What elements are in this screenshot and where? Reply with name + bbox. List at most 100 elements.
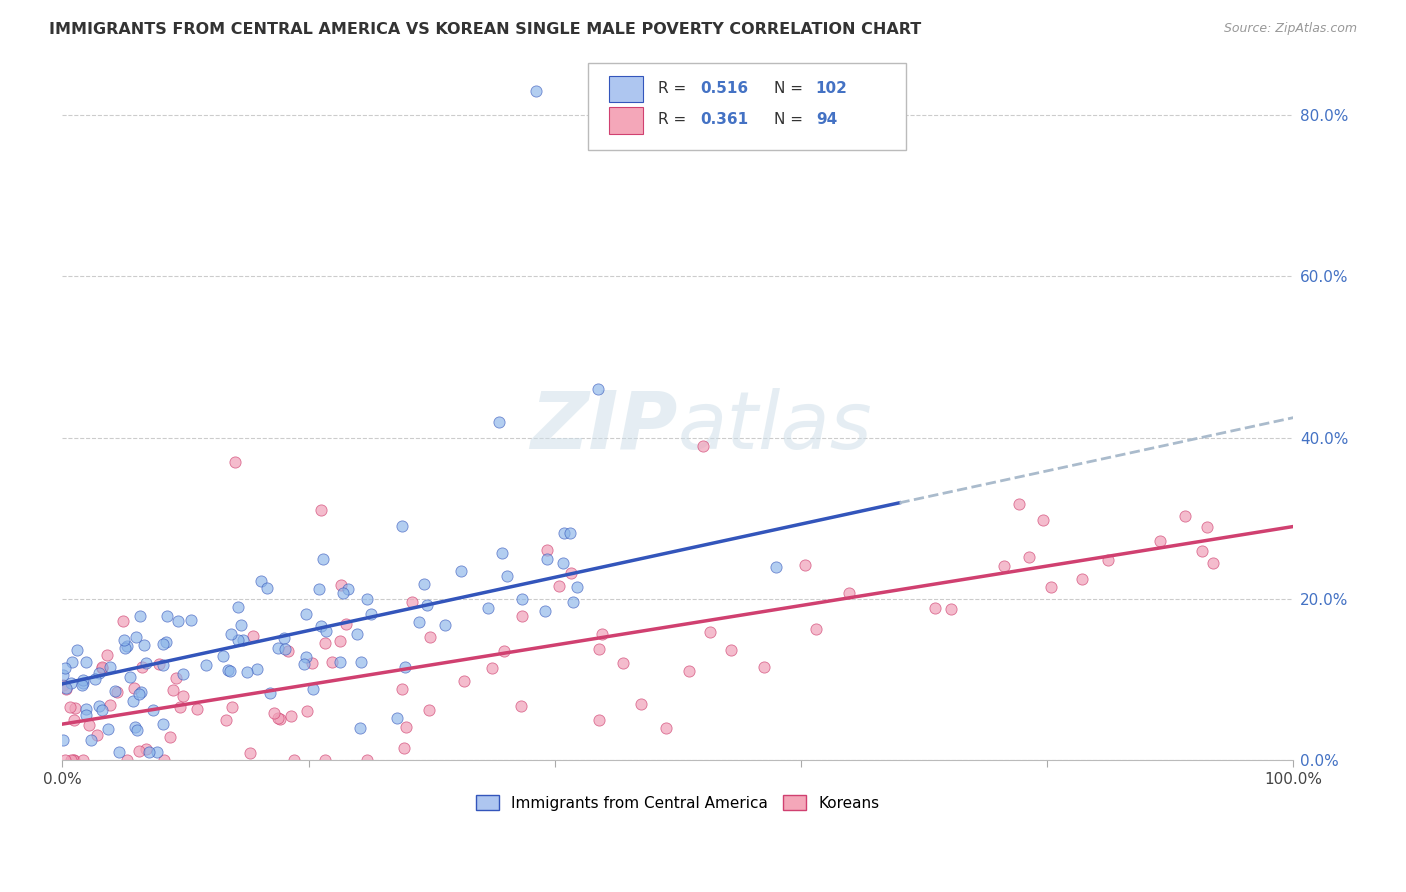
Point [128, 687, 150, 701]
Point [245, 662, 267, 676]
Point [62, 753, 84, 767]
Point [1039, 581, 1062, 595]
Point [510, 592, 533, 607]
Point [401, 595, 423, 609]
Point [98, 660, 121, 674]
Point [156, 608, 179, 623]
Point [242, 629, 264, 643]
Point [135, 742, 157, 756]
Text: 102: 102 [815, 81, 848, 95]
Point [65, 643, 87, 657]
Point [273, 642, 295, 657]
Point [1197, 519, 1219, 533]
Point [481, 661, 503, 675]
Point [186, 702, 208, 716]
Point [52, 677, 75, 691]
Point [553, 526, 575, 541]
Point [939, 602, 962, 616]
Point [162, 682, 184, 697]
Point [1018, 549, 1040, 564]
Point [98, 698, 121, 712]
Point [692, 439, 714, 453]
Point [86, 728, 108, 742]
Point [229, 617, 252, 632]
Point [53, 753, 76, 767]
FancyBboxPatch shape [609, 107, 644, 134]
Point [588, 642, 610, 657]
Point [52, 733, 75, 747]
Point [124, 681, 146, 695]
Point [263, 706, 285, 720]
Point [1174, 508, 1197, 523]
Point [63, 714, 86, 728]
Point [450, 564, 472, 578]
Point [277, 644, 299, 658]
Point [59, 753, 82, 767]
Point [55, 682, 77, 697]
Point [115, 639, 138, 653]
Point [75, 655, 97, 669]
Point [239, 746, 262, 760]
Point [336, 582, 359, 597]
Point [224, 455, 246, 469]
Point [1149, 534, 1171, 549]
Point [395, 720, 418, 734]
Point [90, 660, 112, 674]
Point [394, 659, 416, 673]
Point [217, 663, 239, 677]
Point [510, 698, 533, 713]
Point [269, 712, 291, 726]
Point [488, 415, 510, 429]
Point [70, 678, 93, 692]
Text: 0.516: 0.516 [700, 81, 748, 95]
Point [180, 613, 202, 627]
Point [491, 546, 513, 560]
Point [512, 608, 534, 623]
Point [314, 636, 336, 650]
Point [655, 721, 678, 735]
FancyBboxPatch shape [609, 76, 644, 103]
Point [356, 753, 378, 767]
Point [146, 745, 169, 759]
Point [226, 600, 249, 615]
Point [551, 557, 574, 571]
Point [993, 558, 1015, 573]
Point [309, 503, 332, 517]
Point [558, 526, 581, 541]
Point [434, 617, 457, 632]
Point [169, 700, 191, 714]
Point [309, 619, 332, 633]
Point [219, 626, 242, 640]
Point [72, 673, 94, 687]
Point [297, 704, 319, 718]
Point [752, 659, 775, 673]
Point [155, 635, 177, 649]
Point [1008, 497, 1031, 511]
Point [314, 753, 336, 767]
Point [60, 655, 83, 669]
Point [387, 711, 409, 725]
Point [391, 519, 413, 533]
Point [142, 703, 165, 717]
Point [125, 630, 148, 644]
Point [108, 745, 131, 759]
Point [152, 636, 174, 650]
Point [124, 720, 146, 734]
Point [329, 578, 352, 592]
Point [131, 660, 153, 674]
Text: IMMIGRANTS FROM CENTRAL AMERICA VS KOREAN SINGLE MALE POVERTY CORRELATION CHART: IMMIGRANTS FROM CENTRAL AMERICA VS KOREA… [49, 22, 921, 37]
Point [138, 745, 160, 759]
Point [321, 655, 343, 669]
Point [312, 551, 335, 566]
Point [128, 743, 150, 757]
Point [413, 576, 436, 591]
Text: R =: R = [658, 81, 692, 95]
Point [1070, 572, 1092, 586]
Point [349, 721, 371, 735]
Point [89, 665, 111, 680]
Point [804, 623, 827, 637]
Point [591, 627, 613, 641]
Point [72, 675, 94, 690]
Point [332, 586, 354, 600]
Point [221, 699, 243, 714]
